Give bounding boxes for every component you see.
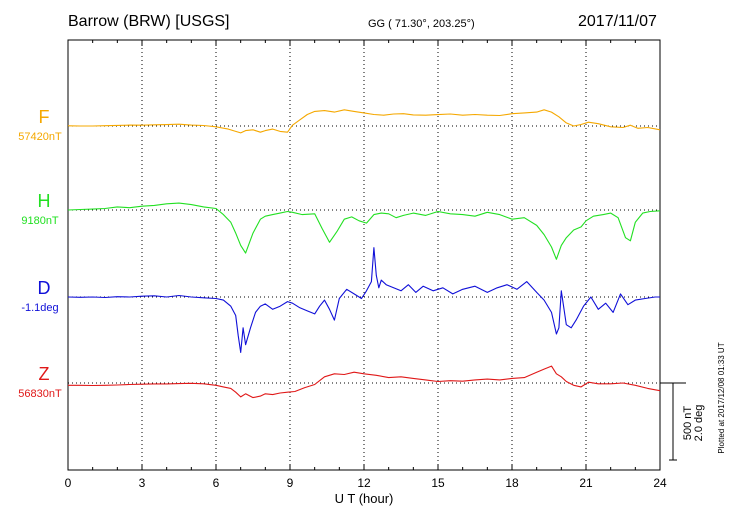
series-Z-name: Z (39, 364, 50, 384)
series-H-baseline: 9180nT (21, 215, 59, 227)
scale-bar-nt-label: 500 nT (682, 406, 694, 441)
scale-bar-deg-label: 2.0 deg (693, 405, 705, 442)
x-tick-label-0: 0 (65, 476, 72, 490)
x-tick-label-15: 15 (431, 476, 445, 490)
plotted-at-label: Plotted at 2017/12/08 01:33 UT (717, 342, 726, 453)
station-title: Barrow (BRW) [USGS] (68, 13, 230, 30)
x-tick-label-18: 18 (505, 476, 519, 490)
plot-date: 2017/11/07 (578, 13, 657, 30)
series-D-line (67, 247, 660, 353)
series-D-name: D (38, 278, 51, 298)
x-tick-label-3: 3 (139, 476, 146, 490)
series-D-baseline: -1.1deg (21, 302, 58, 314)
series-Z-baseline: 56830nT (18, 388, 62, 400)
x-tick-label-21: 21 (579, 476, 593, 490)
series-H-name: H (38, 191, 51, 211)
series-F-name: F (39, 107, 50, 127)
x-axis-label: U T (hour) (335, 491, 394, 506)
x-tick-label-24: 24 (653, 476, 667, 490)
x-tick-label-6: 6 (213, 476, 220, 490)
series-H-line (67, 202, 661, 260)
series-F-baseline: 57420nT (18, 131, 62, 143)
x-tick-label-9: 9 (287, 476, 294, 490)
station-coordinates: GG ( 71.30°, 203.25°) (368, 18, 475, 30)
series-F-line (67, 109, 661, 134)
series-Z-line (68, 365, 661, 399)
x-tick-label-12: 12 (357, 476, 371, 490)
